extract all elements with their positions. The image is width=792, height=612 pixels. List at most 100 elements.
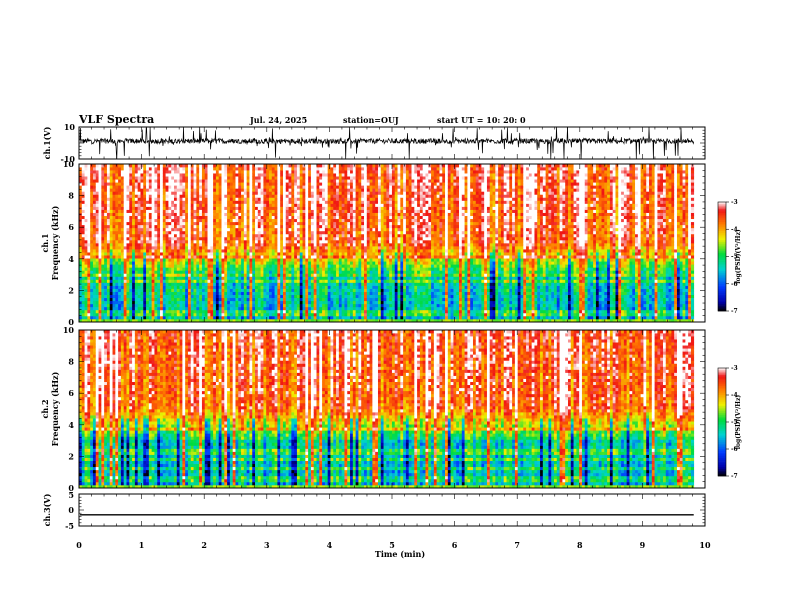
- spectrogram-cell: [324, 279, 329, 283]
- spectrogram-cell: [132, 227, 136, 232]
- spectrogram-cell: [115, 273, 119, 277]
- spectrogram-cell: [132, 282, 136, 286]
- spectrogram-cell: [333, 185, 337, 189]
- spectrogram-cell: [160, 249, 164, 253]
- spectrogram-cell: [146, 246, 150, 250]
- spectrogram-cell: [87, 306, 91, 311]
- spectrogram-cell: [207, 224, 211, 229]
- spectrogram-cell: [218, 236, 222, 241]
- spectrogram-cell: [84, 227, 88, 232]
- spectrogram-cell: [221, 273, 225, 277]
- spectrogram-cell: [101, 194, 105, 198]
- spectrogram-cell: [171, 239, 175, 244]
- spectrogram-cell: [277, 267, 281, 271]
- spectrogram-cell: [134, 188, 139, 192]
- spectrogram-cell: [106, 215, 111, 220]
- spectrogram-cell: [324, 258, 329, 262]
- spectrogram-cell: [132, 318, 136, 323]
- spectrogram-cell: [296, 167, 301, 171]
- spectrogram-cell: [260, 267, 264, 271]
- spectrogram-cell: [154, 188, 158, 192]
- spectrogram-cell: [271, 267, 275, 271]
- spectrogram-cell: [204, 209, 208, 213]
- spectrogram-cell: [182, 236, 186, 241]
- spectrogram-cell: [148, 282, 152, 286]
- spectrogram-cell: [95, 309, 99, 314]
- spectrogram-cell: [104, 218, 108, 223]
- spectrogram-cell: [215, 236, 220, 241]
- spectrogram-cell: [308, 246, 312, 250]
- spectrogram-cell: [294, 224, 298, 229]
- spectrogram-cell: [249, 203, 253, 207]
- spectrogram-cell: [176, 188, 180, 192]
- spectrogram-cell: [95, 173, 99, 177]
- spectrogram-cell: [299, 306, 303, 311]
- spectrogram-cell: [151, 236, 155, 241]
- spectrogram-cell: [319, 203, 323, 207]
- spectrogram-cell: [255, 197, 259, 201]
- spectrogram-cell: [243, 224, 247, 229]
- spectrogram-cell: [294, 294, 298, 299]
- spectrogram-cell: [134, 173, 139, 177]
- spectrogram-cell: [266, 273, 270, 277]
- spectrogram-cell: [112, 255, 116, 259]
- spectrogram-cell: [227, 197, 231, 201]
- spectrogram-cell: [296, 258, 301, 262]
- spectrogram-cell: [296, 224, 301, 229]
- spectrogram-cell: [280, 164, 284, 168]
- spectrogram-cell: [277, 218, 281, 223]
- spectrogram-cell: [260, 282, 264, 286]
- spectrogram-cell: [112, 218, 116, 223]
- spectrogram-cell: [333, 246, 337, 250]
- spectrogram-cell: [118, 312, 122, 317]
- spectrogram-cell: [235, 191, 239, 195]
- spectrogram-cell: [204, 243, 208, 247]
- spectrogram-cell: [249, 279, 253, 283]
- spectrogram-cell: [168, 261, 172, 265]
- spectrogram-cell: [118, 170, 122, 174]
- spectrogram-cell: [218, 285, 222, 289]
- spectrogram-cell: [288, 239, 292, 244]
- spectrogram-cell: [310, 203, 315, 207]
- spectrogram-cell: [199, 203, 203, 207]
- spectrogram-cell: [129, 297, 133, 302]
- spectrogram-cell: [185, 267, 189, 271]
- spectrogram-cell: [285, 258, 289, 262]
- spectrogram-cell: [285, 282, 289, 286]
- spectrogram-cell: [171, 224, 175, 229]
- spectrogram-cell: [168, 221, 172, 226]
- spectrogram-cell: [252, 300, 256, 305]
- spectrogram-cell: [151, 246, 155, 250]
- spectrogram-cell: [243, 306, 247, 311]
- spectrogram-cell: [204, 164, 208, 168]
- spectrogram-cell: [280, 318, 284, 323]
- spectrogram-cell: [269, 206, 273, 210]
- spectrogram-cell: [95, 212, 99, 217]
- spectrogram-cell: [182, 306, 186, 311]
- spectrogram-cell: [90, 264, 94, 268]
- spectrogram-cell: [255, 261, 259, 265]
- spectrogram-cell: [104, 164, 108, 168]
- spectrogram-cell: [140, 267, 144, 271]
- spectrogram-cell: [299, 252, 303, 256]
- spectrogram-cell: [84, 279, 88, 283]
- spectrogram-cell: [277, 294, 281, 299]
- spectrogram-cell: [210, 291, 214, 296]
- spectrogram-cell: [146, 270, 150, 274]
- spectrogram-cell: [246, 285, 250, 289]
- spectrogram-cell: [333, 206, 337, 210]
- spectrogram-cell: [308, 203, 312, 207]
- spectrogram-cell: [123, 273, 127, 277]
- spectrogram-cell: [260, 270, 264, 274]
- spectrogram-cell: [151, 197, 155, 201]
- spectrogram-cell: [95, 273, 99, 277]
- spectrogram-cell: [120, 185, 125, 189]
- spectrogram-cell: [229, 297, 234, 302]
- spectrogram-cell: [282, 273, 287, 277]
- spectrogram-cell: [249, 182, 253, 186]
- spectrogram-cell: [241, 270, 245, 274]
- spectrogram-cell: [277, 209, 281, 213]
- spectrogram-cell: [324, 164, 329, 168]
- spectrogram-cell: [174, 258, 178, 262]
- spectrogram-cell: [168, 209, 172, 213]
